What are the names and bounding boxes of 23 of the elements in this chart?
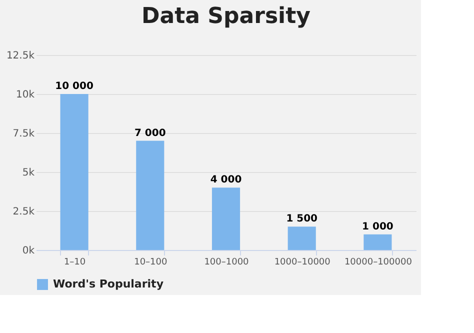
data-label: 1 000: [362, 221, 394, 232]
bar: [212, 188, 240, 250]
x-tick-label: 10–100: [134, 258, 168, 268]
y-tick-label: 10k: [16, 90, 35, 100]
data-label: 4 000: [210, 174, 242, 186]
bar: [288, 226, 316, 250]
legend-label: Word's Popularity: [53, 278, 164, 290]
data-label: 7 000: [134, 128, 166, 139]
bar: [60, 94, 88, 250]
x-tick-label: 10000–100000: [344, 258, 412, 268]
data-label: 1 500: [286, 214, 318, 225]
x-tick-label: 1000–10000: [274, 258, 331, 268]
chart-title: Data Sparsity: [142, 4, 310, 29]
bar: [364, 234, 392, 250]
x-tick-label: 1–10: [64, 258, 86, 268]
y-tick-label: 12.5k: [6, 50, 35, 62]
y-tick-label: 5k: [22, 168, 35, 178]
data-label: 10 000: [55, 81, 94, 92]
y-tick-label: 0k: [22, 246, 35, 256]
x-tick-label: 100–1000: [204, 258, 250, 268]
bar: [136, 140, 164, 250]
y-tick-label: 2.5k: [12, 206, 35, 218]
y-tick-label: 7.5k: [12, 128, 35, 140]
